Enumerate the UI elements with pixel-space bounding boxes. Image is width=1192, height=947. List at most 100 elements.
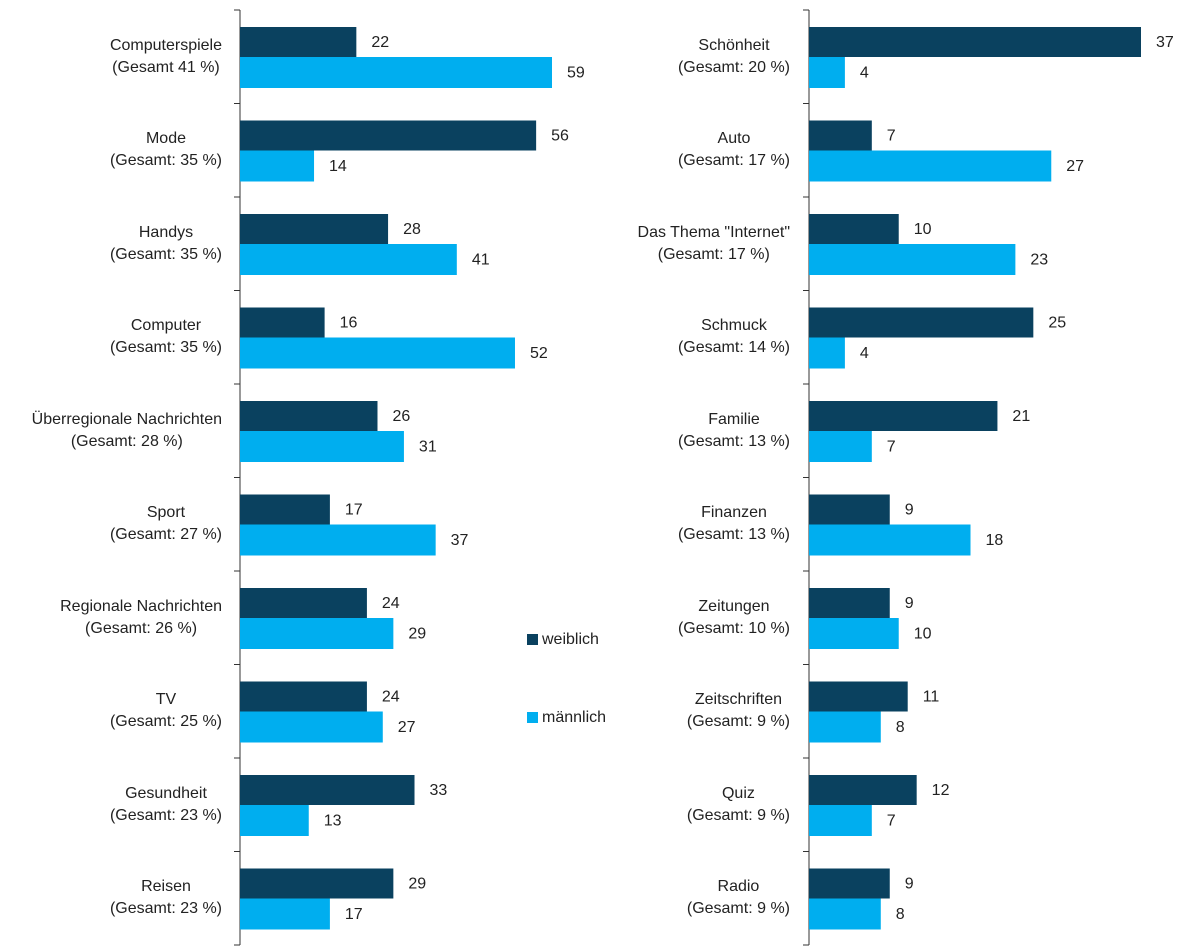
value-label: 9 [905, 876, 914, 893]
category-label: Sport (Gesamt: 27 %) [109, 504, 222, 544]
value-label: 21 [1012, 408, 1030, 425]
value-label: 4 [860, 345, 869, 362]
category-label: TV (Gesamt: 25 %) [109, 691, 222, 731]
category-label: Auto (Gesamt: 17 %) [677, 130, 790, 170]
value-label: 7 [887, 128, 896, 145]
value-label: 33 [430, 782, 448, 799]
value-label: 28 [403, 221, 421, 238]
value-label: 17 [345, 502, 363, 519]
legend-label: männlich [542, 709, 606, 726]
bar [240, 524, 436, 556]
value-label: 27 [398, 719, 416, 736]
bar [809, 681, 908, 712]
category-label: Zeitschriften (Gesamt: 9 %) [686, 691, 790, 731]
value-label: 27 [1066, 158, 1084, 175]
category-label: Reisen (Gesamt: 23 %) [109, 878, 222, 918]
category-label: Mode (Gesamt: 35 %) [109, 130, 222, 170]
category-label: Familie (Gesamt: 13 %) [677, 410, 790, 450]
bar [809, 711, 881, 743]
value-label: 52 [530, 345, 548, 362]
bar [809, 150, 1052, 182]
value-label: 16 [340, 315, 358, 332]
bar [809, 401, 998, 431]
bar [809, 805, 872, 836]
value-label: 8 [896, 906, 905, 923]
bar [809, 524, 971, 556]
category-label: Radio (Gesamt: 9 %) [686, 878, 790, 918]
bar [240, 307, 325, 338]
value-label: 10 [914, 626, 932, 643]
bar [809, 494, 890, 525]
value-label: 29 [408, 626, 426, 643]
category-label: Gesundheit (Gesamt: 23 %) [109, 784, 222, 824]
legend-swatch [527, 712, 538, 723]
bar [809, 898, 881, 930]
bar [240, 898, 330, 930]
value-label: 37 [1156, 34, 1174, 51]
bar [240, 618, 394, 649]
bar [809, 618, 899, 649]
value-label: 25 [1048, 315, 1066, 332]
category-label: Computerspiele (Gesamt 41 %) [109, 36, 222, 76]
value-label: 37 [451, 532, 469, 549]
bar [809, 214, 899, 244]
bar [809, 775, 917, 805]
bar [809, 307, 1034, 338]
bar [240, 431, 404, 462]
bar [240, 588, 367, 618]
value-label: 26 [392, 408, 410, 425]
value-label: 24 [382, 595, 400, 612]
bar [240, 401, 378, 431]
bar [240, 681, 367, 712]
bar [240, 244, 457, 275]
value-label: 59 [567, 65, 585, 82]
value-label: 9 [905, 502, 914, 519]
bar [240, 868, 394, 899]
category-label: Regionale Nachrichten (Gesamt: 26 %) [60, 597, 222, 637]
bar [809, 868, 890, 899]
bar [809, 57, 845, 88]
bar [240, 150, 315, 182]
value-label: 17 [345, 906, 363, 923]
bar [809, 431, 872, 462]
value-label: 10 [914, 221, 932, 238]
legend-label: weiblich [541, 631, 599, 648]
value-label: 11 [923, 689, 940, 706]
bar [240, 711, 383, 743]
bar [240, 805, 309, 836]
value-label: 13 [324, 813, 342, 830]
bar [809, 244, 1016, 275]
category-label: Zeitungen (Gesamt: 10 %) [677, 597, 790, 637]
category-label: Quiz (Gesamt: 9 %) [686, 784, 790, 824]
value-label: 14 [329, 158, 347, 175]
bar [240, 775, 415, 805]
value-label: 56 [551, 128, 569, 145]
value-label: 29 [408, 876, 426, 893]
value-label: 22 [371, 34, 389, 51]
bar [809, 27, 1141, 57]
value-label: 41 [472, 252, 490, 269]
legend-swatch [527, 634, 538, 645]
bar [809, 588, 890, 618]
bar [240, 120, 537, 151]
value-label: 4 [860, 65, 869, 82]
value-label: 31 [419, 439, 437, 456]
category-label: Handys (Gesamt: 35 %) [109, 223, 222, 263]
category-label: Computer (Gesamt: 35 %) [109, 317, 222, 357]
bar [809, 337, 845, 369]
bar [240, 494, 330, 525]
value-label: 8 [896, 719, 905, 736]
value-label: 7 [887, 813, 896, 830]
value-label: 7 [887, 439, 896, 456]
bar [240, 27, 357, 57]
value-label: 24 [382, 689, 400, 706]
category-label: Das Thema "Internet" (Gesamt: 17 %) [637, 223, 790, 263]
category-label: Schmuck (Gesamt: 14 %) [677, 317, 790, 357]
category-label: Schönheit (Gesamt: 20 %) [677, 36, 790, 76]
bar [240, 214, 389, 244]
bar [240, 337, 515, 369]
bar [809, 120, 872, 151]
value-label: 18 [986, 532, 1004, 549]
